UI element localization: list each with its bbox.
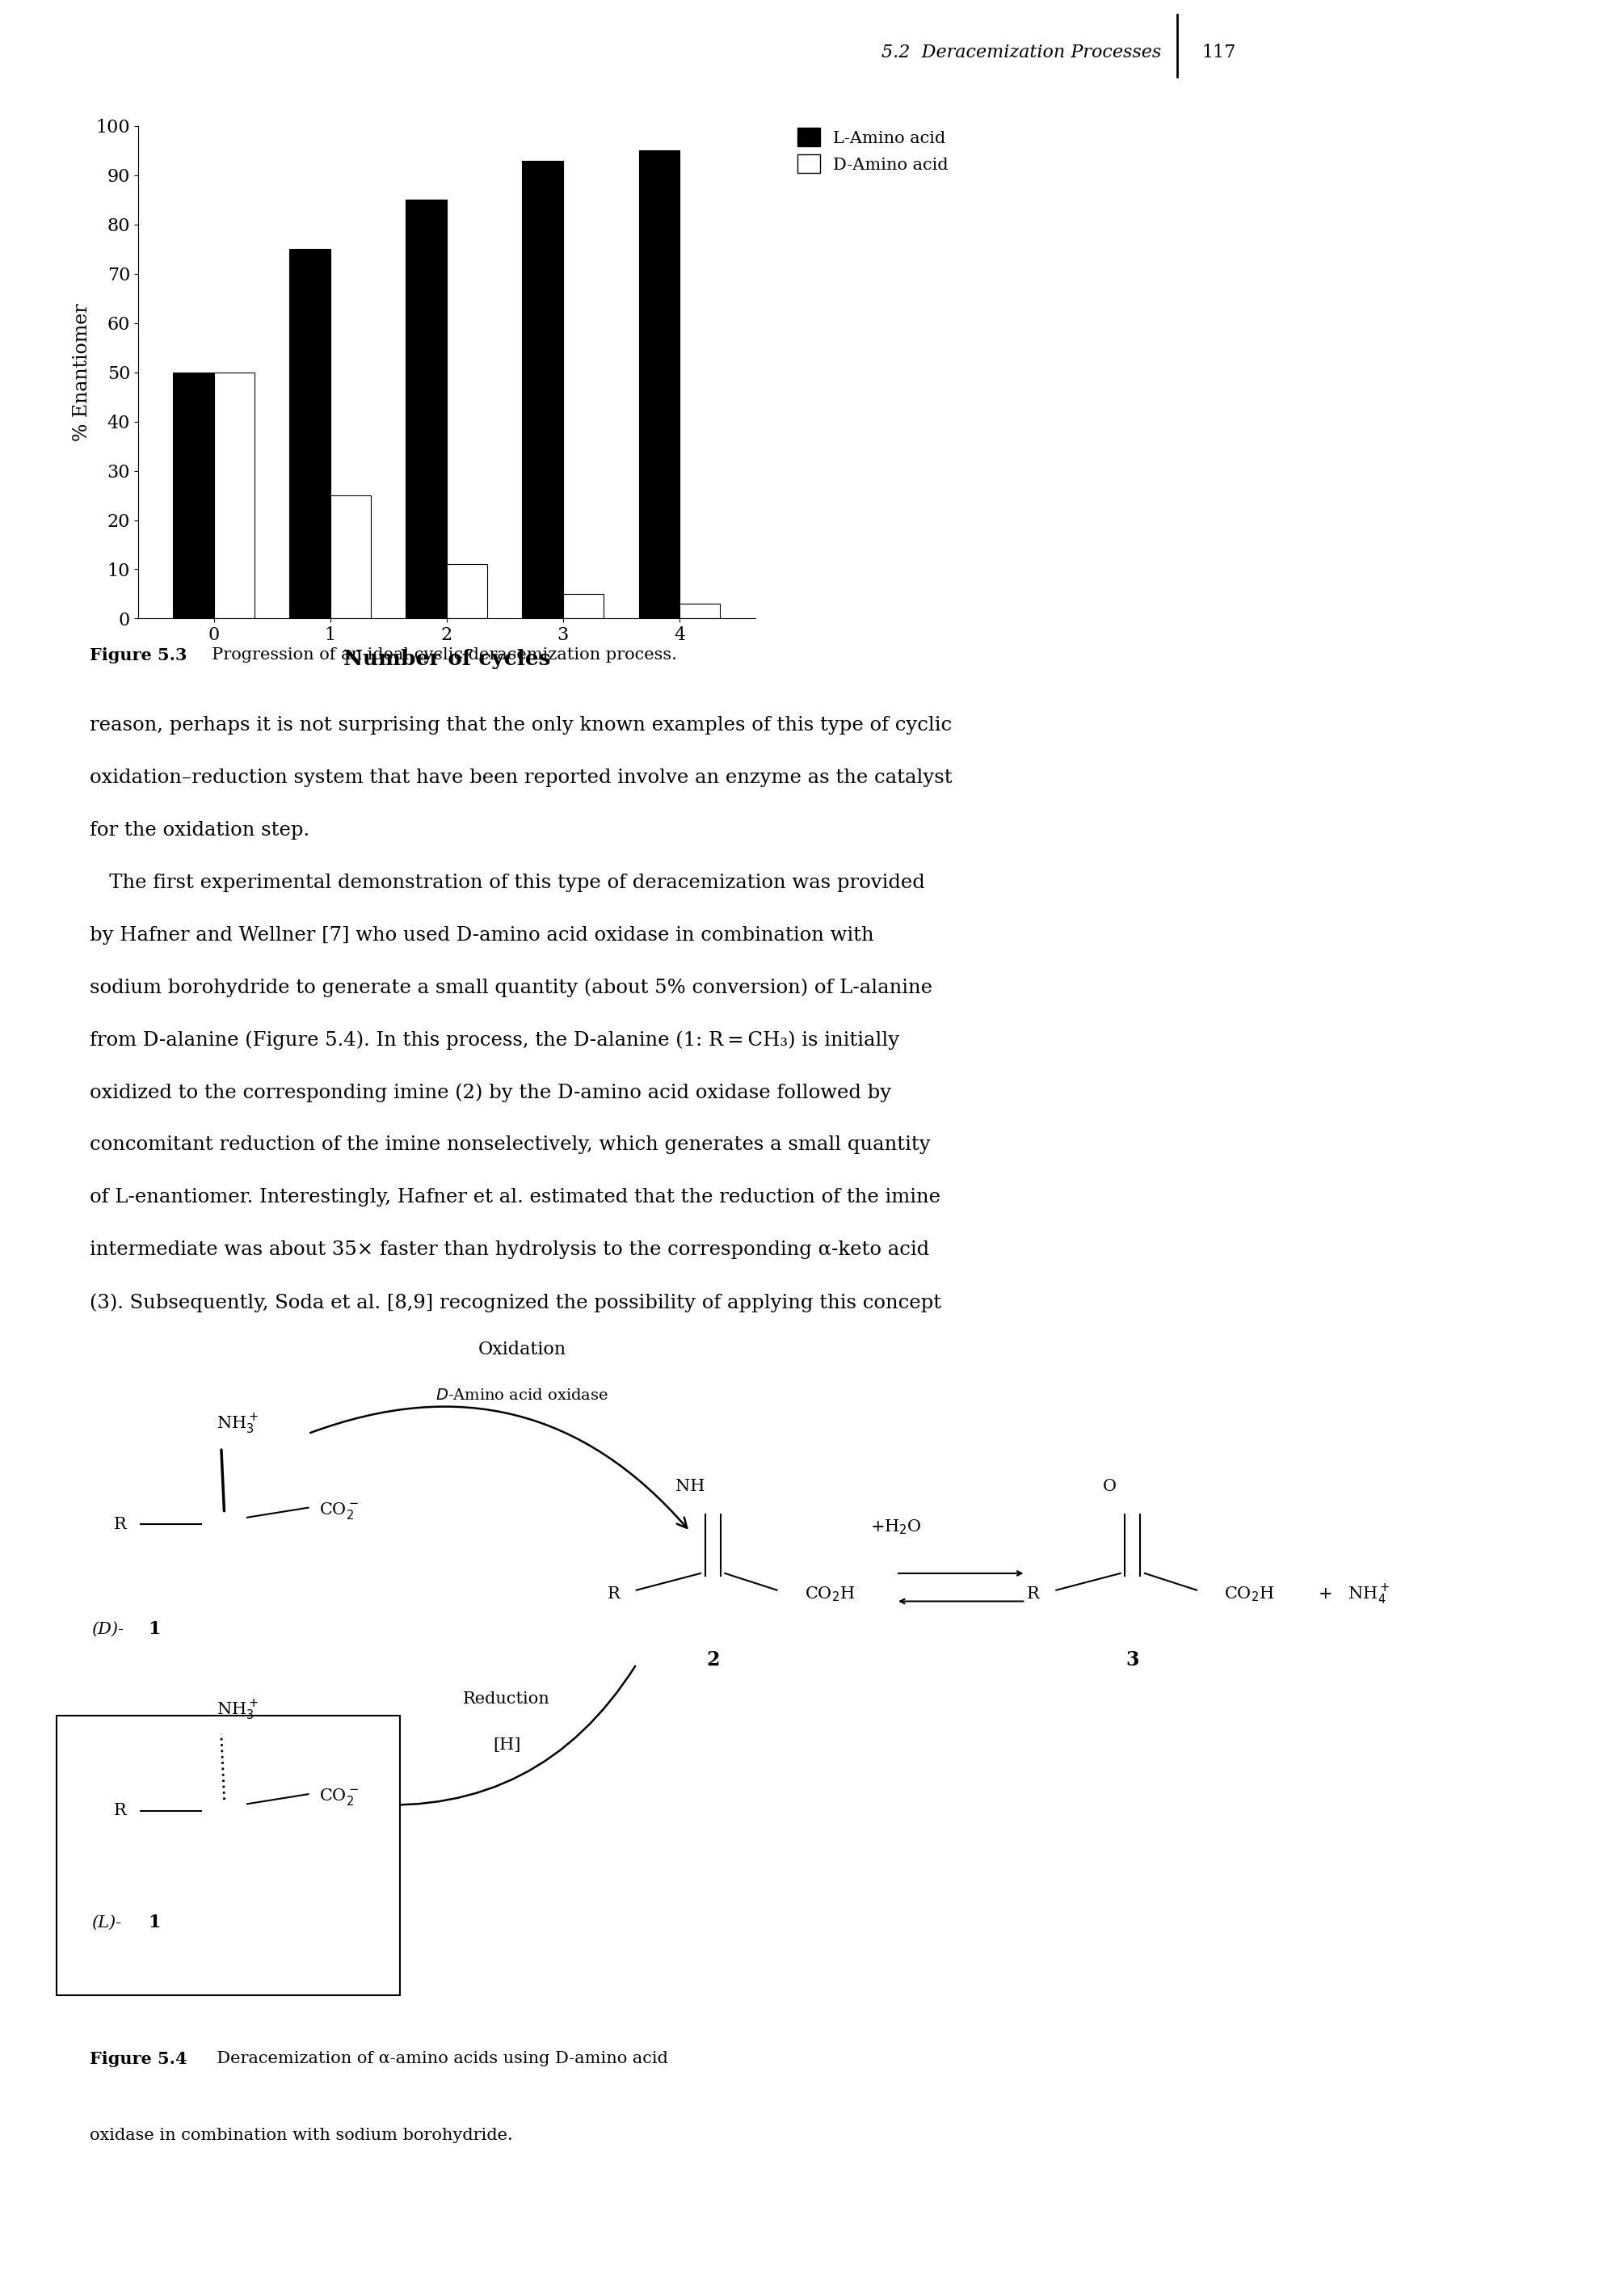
X-axis label: Number of cycles: Number of cycles	[343, 648, 551, 669]
Bar	[406, 199, 447, 619]
Bar	[289, 250, 330, 619]
Text: R: R	[1026, 1588, 1039, 1601]
Bar	[447, 564, 487, 619]
Text: concomitant reduction of the imine nonselectively, which generates a small quant: concomitant reduction of the imine nonse…	[89, 1136, 931, 1155]
Text: NH$_3^+$: NH$_3^+$	[216, 1411, 258, 1436]
Text: Figure 5.3: Figure 5.3	[89, 646, 187, 664]
Text: Progression of an ideal cyclic deracemization process.: Progression of an ideal cyclic deracemiz…	[201, 648, 677, 662]
Text: (3). Subsequently, Soda et al. [8,9] recognized the possibility of applying this: (3). Subsequently, Soda et al. [8,9] rec…	[89, 1292, 940, 1313]
Text: 5.2  Deracemization Processes: 5.2 Deracemization Processes	[882, 44, 1161, 62]
Text: +H$_2$O: +H$_2$O	[870, 1519, 922, 1537]
Bar	[523, 160, 564, 619]
Text: $\it{D}$-Amino acid oxidase: $\it{D}$-Amino acid oxidase	[435, 1388, 609, 1402]
Text: (D)-: (D)-	[91, 1622, 123, 1638]
Text: O: O	[1103, 1480, 1117, 1494]
Bar	[330, 495, 370, 619]
Bar	[679, 605, 719, 619]
Bar	[638, 151, 679, 619]
Text: intermediate was about 35× faster than hydrolysis to the corresponding α-keto ac: intermediate was about 35× faster than h…	[89, 1242, 929, 1260]
Bar	[214, 371, 255, 619]
Text: [H]: [H]	[492, 1737, 521, 1753]
Text: 117: 117	[1202, 44, 1236, 62]
Bar	[174, 371, 214, 619]
Text: of L-enantiomer. Interestingly, Hafner et al. estimated that the reduction of th: of L-enantiomer. Interestingly, Hafner e…	[89, 1189, 940, 1207]
Text: R: R	[114, 1803, 127, 1819]
Text: CO$_2^-$: CO$_2^-$	[318, 1787, 359, 1808]
Text: Deracemization of α-amino acids using D-amino acid: Deracemization of α-amino acids using D-…	[206, 2050, 669, 2066]
Text: The first experimental demonstration of this type of deracemization was provided: The first experimental demonstration of …	[89, 873, 924, 891]
Text: by Hafner and Wellner [7] who used D-amino acid oxidase in combination with: by Hafner and Wellner [7] who used D-ami…	[89, 926, 874, 944]
Text: CO$_2^-$: CO$_2^-$	[318, 1501, 359, 1521]
Text: Figure 5.4: Figure 5.4	[89, 2050, 187, 2066]
Text: 1: 1	[148, 1913, 161, 1931]
Text: for the oxidation step.: for the oxidation step.	[89, 820, 309, 839]
FancyArrowPatch shape	[365, 1666, 635, 1810]
Text: R: R	[607, 1588, 620, 1601]
Text: from D-alanine (Figure 5.4). In this process, the D-alanine (1: R = CH₃) is init: from D-alanine (Figure 5.4). In this pro…	[89, 1031, 900, 1049]
Text: CO$_2$H: CO$_2$H	[804, 1585, 854, 1604]
Legend: L-Amino acid, D-Amino acid: L-Amino acid, D-Amino acid	[794, 124, 952, 176]
FancyArrowPatch shape	[310, 1407, 687, 1528]
Text: (L)-: (L)-	[91, 1915, 122, 1931]
Bar	[564, 593, 604, 619]
Text: Oxidation: Oxidation	[477, 1340, 567, 1359]
Text: oxidation–reduction system that have been reported involve an enzyme as the cata: oxidation–reduction system that have bee…	[89, 767, 952, 786]
Text: sodium borohydride to generate a small quantity (about 5% conversion) of L-alani: sodium borohydride to generate a small q…	[89, 978, 932, 997]
Text: oxidized to the corresponding imine (2) by the D-amino acid oxidase followed by: oxidized to the corresponding imine (2) …	[89, 1084, 892, 1102]
Text: Reduction: Reduction	[463, 1691, 551, 1707]
Y-axis label: % Enantiomer: % Enantiomer	[73, 302, 91, 442]
Text: NH$_3^+$: NH$_3^+$	[216, 1698, 258, 1723]
Text: oxidase in combination with sodium borohydride.: oxidase in combination with sodium boroh…	[89, 2128, 513, 2144]
Text: 1: 1	[148, 1620, 161, 1638]
Text: +   NH$_4^+$: + NH$_4^+$	[1317, 1583, 1390, 1606]
Text: reason, perhaps it is not surprising that the only known examples of this type o: reason, perhaps it is not surprising tha…	[89, 715, 952, 735]
Text: CO$_2$H: CO$_2$H	[1224, 1585, 1275, 1604]
Text: NH: NH	[676, 1480, 705, 1494]
FancyBboxPatch shape	[57, 1716, 400, 1995]
Text: 3: 3	[1125, 1650, 1138, 1670]
Text: R: R	[114, 1517, 127, 1533]
Text: 2: 2	[706, 1650, 719, 1670]
